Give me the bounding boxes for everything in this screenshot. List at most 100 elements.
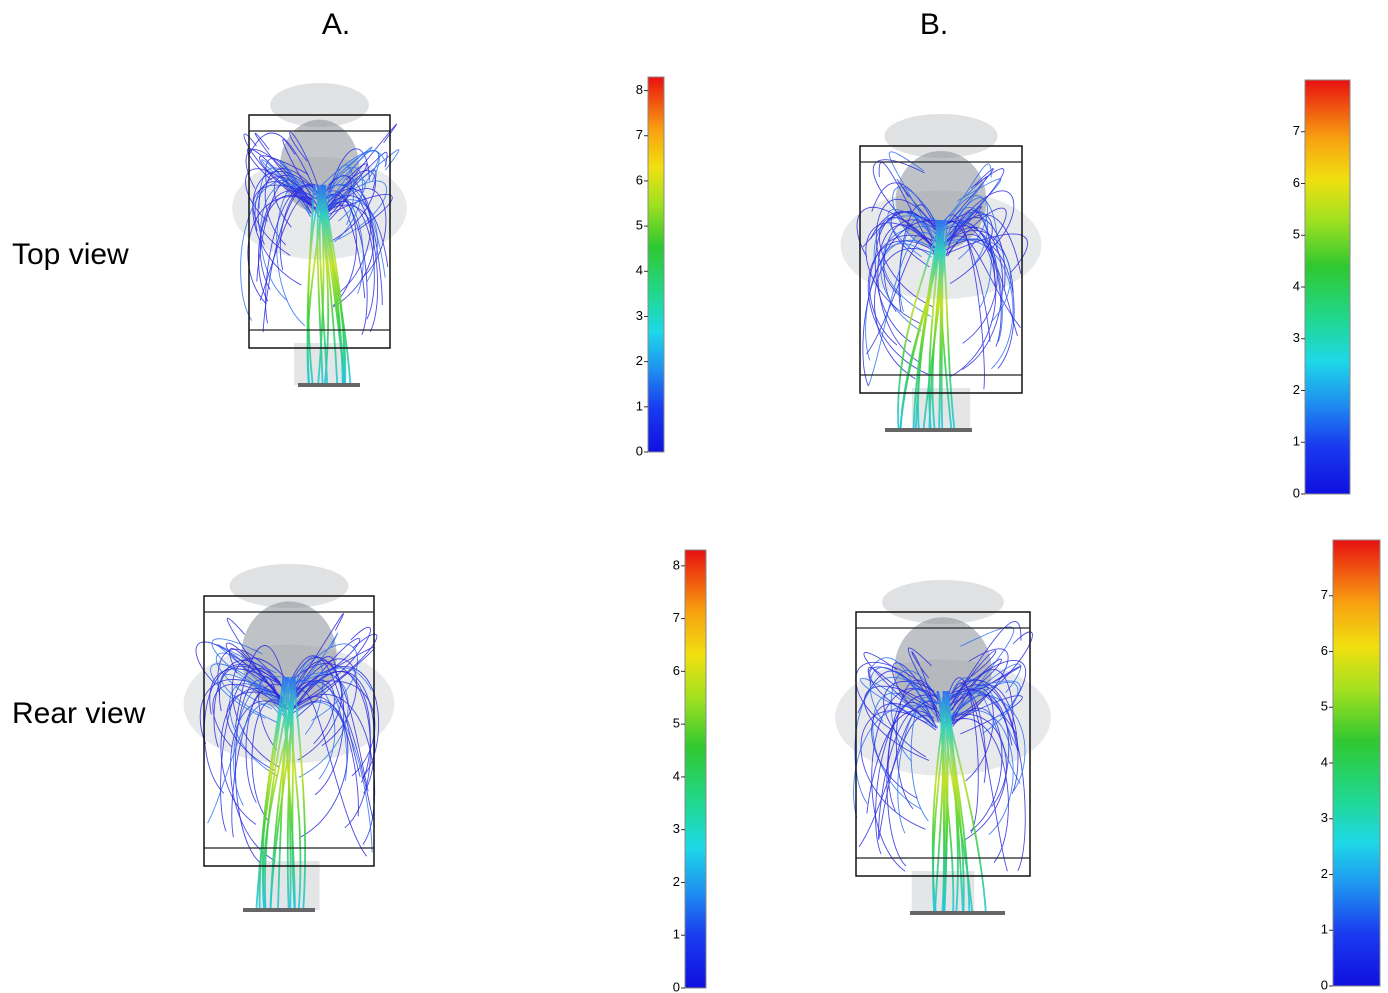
streamline (291, 627, 371, 709)
tick-label: 7 (1321, 587, 1328, 602)
streamline (294, 658, 358, 747)
colorbar (1332, 539, 1381, 987)
tick-label: 1 (636, 398, 643, 413)
streamline (883, 219, 941, 313)
streamline (289, 696, 359, 817)
column-label: A. (322, 8, 350, 41)
inlet-plate (298, 383, 360, 387)
streamline (209, 668, 282, 715)
colorbar (647, 76, 665, 453)
tick-label: 3 (1293, 330, 1300, 345)
tick-label: 2 (636, 353, 643, 368)
colorbar (1304, 79, 1351, 495)
tick-label: 8 (673, 557, 680, 572)
streamline (888, 151, 939, 246)
jet-streamline (306, 184, 315, 386)
streamline (945, 677, 979, 834)
streamline (910, 697, 936, 822)
streamline (248, 132, 320, 200)
streamline (949, 680, 1021, 718)
streamline (259, 190, 315, 290)
streamline (321, 150, 388, 211)
streamline (867, 666, 934, 710)
streamline (259, 155, 313, 207)
jet-streamline (942, 691, 987, 914)
streamline (288, 656, 324, 735)
tick-label: 2 (1293, 382, 1300, 397)
streamline (291, 655, 361, 778)
streamline (327, 188, 387, 278)
anatomy (895, 150, 987, 250)
domain-box (855, 611, 1031, 877)
streamline (871, 182, 935, 225)
streamline (883, 680, 935, 758)
streamline (292, 667, 372, 691)
streamline (878, 162, 936, 256)
streamline (289, 131, 320, 190)
inlet-plate (243, 908, 315, 912)
streamline (254, 181, 314, 232)
streamline (294, 680, 374, 820)
streamline (207, 703, 281, 824)
tick-label: 5 (636, 218, 643, 233)
column-label: B. (920, 8, 948, 41)
domain-box (248, 114, 391, 349)
streamline (867, 240, 936, 376)
tick-label: 1 (1321, 922, 1328, 937)
streamline (252, 171, 319, 286)
streamline (878, 705, 939, 840)
streamline (262, 185, 316, 333)
tick-label: 0 (636, 443, 643, 458)
streamline (229, 648, 289, 710)
streamline (911, 651, 939, 723)
streamline (945, 209, 996, 286)
tick-label: 7 (1293, 123, 1300, 138)
streamline (947, 235, 1021, 328)
streamline (945, 631, 1033, 724)
streamline (293, 613, 344, 692)
streamline (950, 684, 1018, 751)
jet-streamline (897, 219, 942, 431)
tick-label: 8 (636, 82, 643, 97)
streamline (292, 660, 345, 796)
tick-label: 2 (673, 874, 680, 889)
streamline (322, 175, 383, 305)
streamline (296, 647, 375, 718)
row-label: Top view (12, 238, 129, 271)
tick-label: 4 (1293, 278, 1300, 293)
streamline (863, 685, 937, 761)
streamline (282, 139, 318, 207)
streamline (945, 677, 1021, 784)
streamline (880, 243, 932, 332)
streamline (855, 662, 940, 730)
tick-label: 0 (1293, 485, 1300, 500)
jet-streamline (931, 219, 945, 431)
streamline (949, 692, 1026, 791)
streamline (328, 123, 398, 208)
streamline (946, 207, 1007, 256)
inlet-plate (885, 428, 972, 432)
tick-label: 0 (1321, 977, 1328, 992)
streamline (295, 671, 376, 794)
streamline (294, 672, 349, 778)
jet-streamline (322, 184, 344, 386)
streamline (940, 239, 1015, 369)
streamline (247, 196, 312, 305)
tick-label: 6 (1321, 643, 1328, 658)
tick-label: 4 (1321, 754, 1328, 769)
streamline (952, 690, 987, 783)
streamline (291, 633, 378, 710)
tick-label: 3 (673, 821, 680, 836)
streamline (862, 220, 942, 387)
tick-label: 7 (673, 610, 680, 625)
streamline (252, 184, 318, 256)
tick-label: 2 (1321, 866, 1328, 881)
jet-streamline (324, 184, 345, 386)
jet-streamline (293, 676, 307, 911)
tick-label: 1 (1293, 434, 1300, 449)
streamline (940, 163, 992, 224)
streamline (324, 180, 388, 240)
streamline (290, 656, 369, 792)
streamline (854, 676, 938, 804)
